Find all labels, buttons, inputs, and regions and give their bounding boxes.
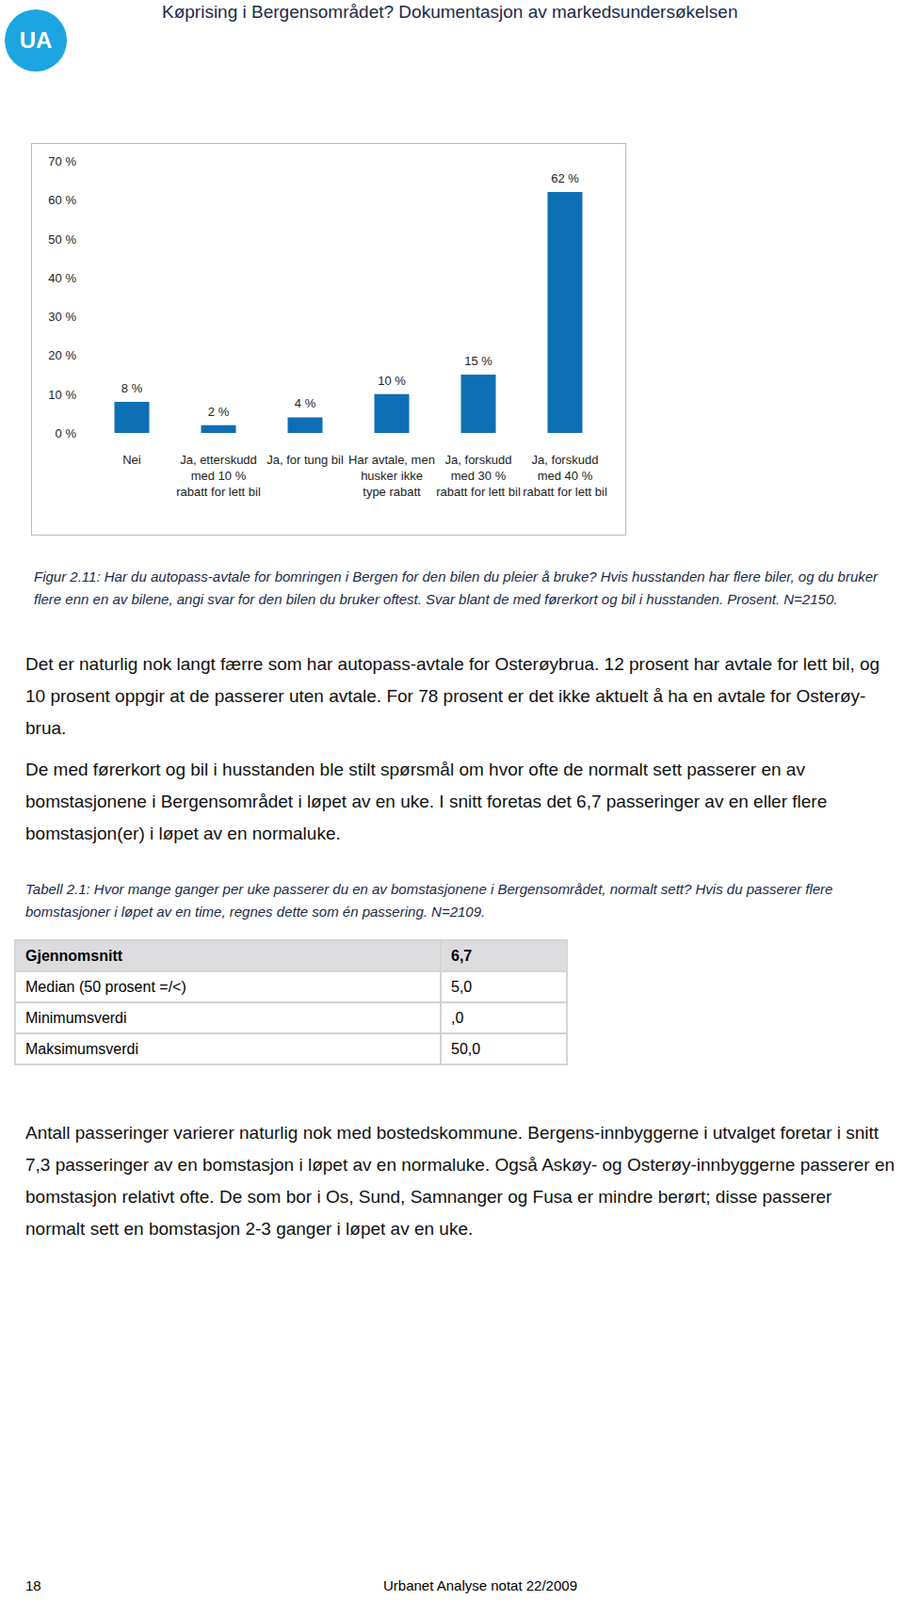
y-tick-label: 70 % xyxy=(48,154,77,169)
table-cell: ,0 xyxy=(440,1002,567,1034)
table-cell: 6,7 xyxy=(440,940,567,972)
text-flow: Figur 2.11: Har du autopass-avtale for b… xyxy=(25,565,897,1246)
stats-table: Gjennomsnitt6,7Median (50 prosent =/<)5,… xyxy=(14,939,568,1066)
paragraph: De med førerkort og bil i husstanden ble… xyxy=(25,754,897,851)
y-tick-label: 40 % xyxy=(48,271,77,286)
logo: UA xyxy=(4,9,67,72)
x-tick-label: Ja, for tung bil xyxy=(261,452,349,469)
paragraph: Det er naturlig nok langt færre som har … xyxy=(25,648,897,745)
y-tick-label: 30 % xyxy=(48,309,77,324)
y-tick-label: 10 % xyxy=(48,387,77,403)
x-tick-label: Nei xyxy=(88,452,176,469)
table-caption: Tabell 2.1: Hvor mange ganger per uke pa… xyxy=(25,878,897,924)
bar xyxy=(288,417,323,434)
table-row: Maksimumsverdi50,0 xyxy=(15,1033,567,1066)
data-label: 8 % xyxy=(121,381,144,396)
y-tick-label: 20 % xyxy=(48,348,77,363)
footer-page: 18 xyxy=(25,1578,42,1595)
x-tick-label: Ja, forskudd med 30 % rabatt for lett bi… xyxy=(435,452,522,501)
chart: 0 % 10 % 20 % 30 % 40 % 50 % 60 % 70 % 8 % 2 % 4 %… xyxy=(31,143,627,536)
data-label: 62 % xyxy=(550,171,580,186)
table-row: Gjennomsnitt6,7 xyxy=(15,940,567,972)
paragraph: Antall passeringer varierer naturlig nok… xyxy=(25,1117,897,1246)
data-label: 4 % xyxy=(294,396,317,411)
table-cell: Median (50 prosent =/<) xyxy=(15,971,441,1003)
table-cell: 5,0 xyxy=(440,971,567,1003)
y-tick-label: 60 % xyxy=(48,193,77,208)
x-tick-label: Har avtale, men husker ikke type rabatt xyxy=(348,452,436,501)
data-label: 2 % xyxy=(208,404,230,420)
figure-caption: Figur 2.11: Har du autopass-avtale for b… xyxy=(33,565,897,612)
data-label: 15 % xyxy=(464,354,493,369)
x-tick-label: Ja, etterskudd med 10 % rabatt for lett … xyxy=(175,452,262,501)
y-axis: 0 % 10 % 20 % 30 % 40 % 50 % 60 % 70 % xyxy=(48,154,85,441)
table-cell: 50,0 xyxy=(440,1033,567,1066)
footer-source: Urbanet Analyse notat 22/2009 xyxy=(313,1578,578,1595)
chart-frame xyxy=(31,143,627,536)
table-row: Median (50 prosent =/<)5,0 xyxy=(15,971,567,1003)
table-cell: Gjennomsnitt xyxy=(15,940,441,972)
bar xyxy=(201,425,237,434)
bar xyxy=(461,374,497,434)
page: {"header": {"logo": "UA", "title": "Køpr… xyxy=(0,0,904,1600)
header-title: Køprising i Bergensområdet? Dokumentasjo… xyxy=(161,1,897,23)
table-row: Minimumsverdi,0 xyxy=(15,1002,567,1034)
table-body: Gjennomsnitt6,7Median (50 prosent =/<)5,… xyxy=(15,940,567,1066)
bar xyxy=(374,394,410,434)
bars xyxy=(114,192,583,434)
bar xyxy=(114,402,150,434)
data-labels: 8 % 2 % 4 % 10 % 15 % 62 % xyxy=(121,171,580,420)
x-tick-label: Ja, forskudd med 40 % rabatt for lett bi… xyxy=(521,452,609,501)
y-tick-label: 0 % xyxy=(55,426,78,441)
data-label: 10 % xyxy=(377,373,406,388)
y-tick-label: 50 % xyxy=(48,232,77,247)
bar xyxy=(548,192,583,434)
table-cell: Minimumsverdi xyxy=(15,1002,441,1034)
table-cell: Maksimumsverdi xyxy=(15,1033,441,1066)
